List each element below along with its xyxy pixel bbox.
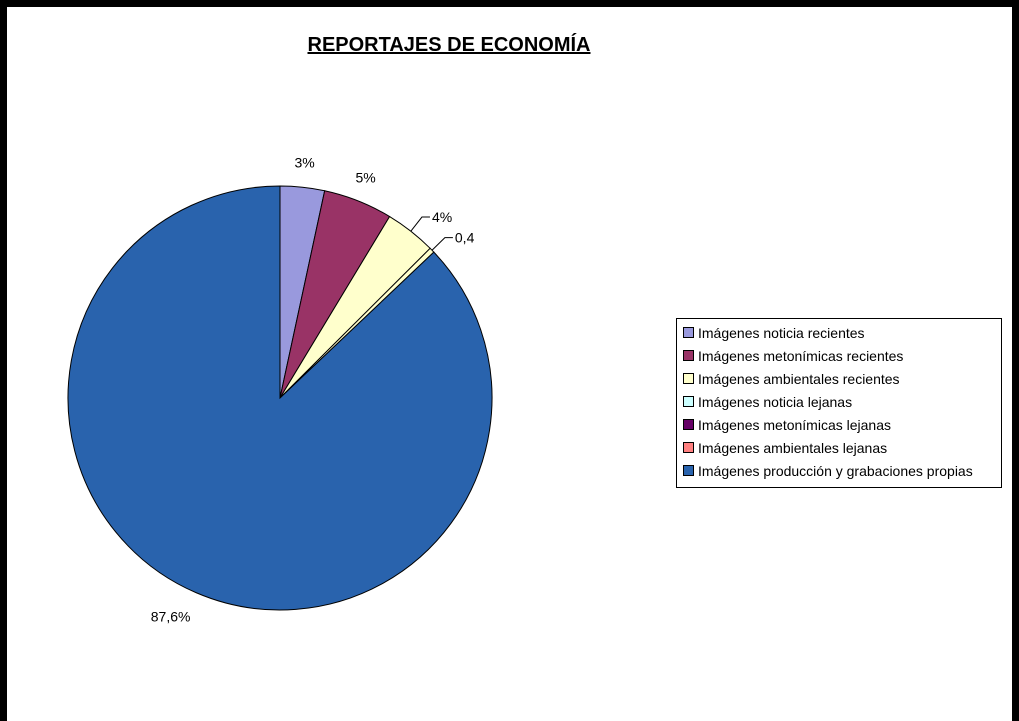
legend-label: Imágenes producción y grabaciones propia… <box>698 463 973 479</box>
leader-line <box>432 238 453 251</box>
legend-item: Imágenes noticia recientes <box>683 322 1001 345</box>
legend-swatch <box>683 327 694 338</box>
legend-item: Imágenes noticia lejanas <box>683 391 1001 414</box>
legend-item: Imágenes metonímicas lejanas <box>683 414 1001 437</box>
data-label: 5% <box>355 169 375 185</box>
legend-label: Imágenes metonímicas recientes <box>698 348 903 364</box>
data-label: 4% <box>432 209 452 225</box>
legend-swatch <box>683 419 694 430</box>
legend-label: Imágenes noticia lejanas <box>698 394 852 410</box>
legend-swatch <box>683 396 694 407</box>
legend-swatch <box>683 350 694 361</box>
leader-line <box>411 217 430 231</box>
legend-swatch <box>683 373 694 384</box>
legend-item: Imágenes producción y grabaciones propia… <box>683 460 1001 483</box>
legend-label: Imágenes metonímicas lejanas <box>698 417 891 433</box>
legend-item: Imágenes metonímicas recientes <box>683 345 1001 368</box>
legend-label: Imágenes ambientales recientes <box>698 371 900 387</box>
legend-swatch <box>683 442 694 453</box>
data-label: 87,6% <box>151 609 191 625</box>
data-label: 0,4 <box>455 230 475 246</box>
data-label: 3% <box>294 154 314 170</box>
legend-label: Imágenes ambientales lejanas <box>698 440 887 456</box>
legend-swatch <box>683 465 694 476</box>
legend-item: Imágenes ambientales lejanas <box>683 437 1001 460</box>
legend-label: Imágenes noticia recientes <box>698 325 865 341</box>
legend: Imágenes noticia recientes Imágenes meto… <box>676 318 1002 488</box>
legend-item: Imágenes ambientales recientes <box>683 368 1001 391</box>
